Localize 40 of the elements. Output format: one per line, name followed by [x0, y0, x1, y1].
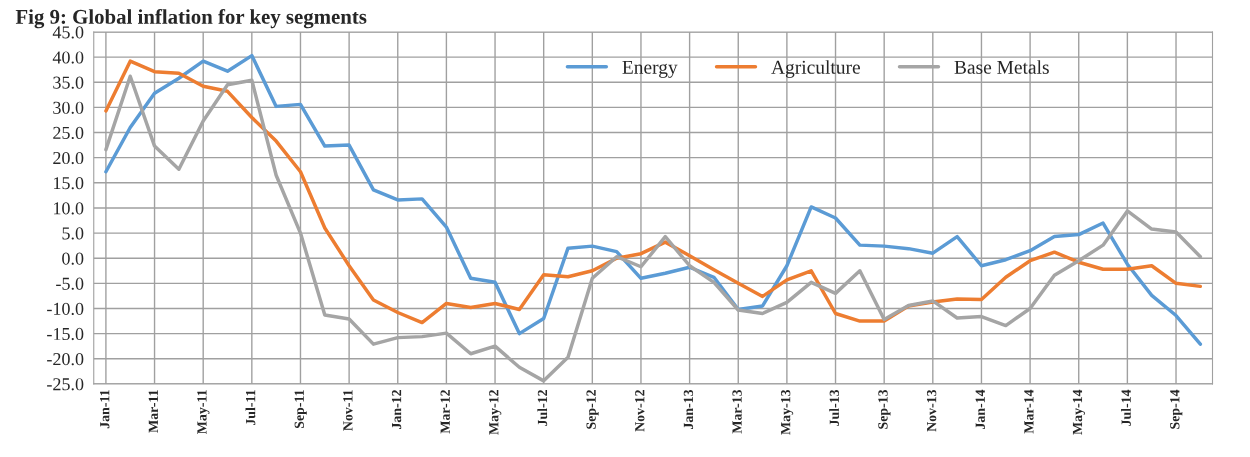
x-tick-label: Jan-13 — [683, 389, 694, 429]
y-tick-label: 40.0 — [52, 51, 84, 64]
y-tick-label: 25.0 — [53, 126, 84, 140]
legend-label: Energy — [622, 60, 678, 78]
y-tick-label: -20.0 — [47, 353, 84, 366]
y-tick-label: -15.0 — [47, 327, 84, 341]
y-tick-label: 15.0 — [54, 177, 84, 190]
x-tick-label: Nov-11 — [343, 390, 353, 431]
x-tick-label: Jul-11 — [245, 390, 256, 426]
y-tick-label: 35.0 — [53, 76, 84, 89]
x-tick-label: May-14 — [1072, 389, 1086, 435]
x-tick-label: Jul-12 — [537, 390, 548, 426]
y-tick-label: 10.0 — [54, 202, 84, 215]
x-tick-label: Mar-12 — [440, 390, 450, 434]
y-tick-label: 30.0 — [53, 101, 84, 114]
y-tick-label: -10.0 — [47, 302, 84, 315]
x-tick-label: Jan-11 — [100, 390, 110, 429]
x-tick-label: Jul-13 — [829, 389, 840, 426]
x-tick-label: Mar-11 — [148, 390, 159, 433]
x-tick-label: Jan-14 — [975, 389, 985, 429]
x-tick-label: Sep-11 — [294, 390, 307, 429]
y-tick-label: 20.0 — [53, 151, 84, 165]
x-tick-label: Mar-14 — [1024, 389, 1034, 434]
y-tick-label: -25.0 — [47, 378, 84, 391]
x-tick-label: May-13 — [780, 389, 794, 435]
x-tick-label: Sep-13 — [878, 389, 891, 429]
y-tick-label: -5.0 — [56, 277, 84, 290]
y-tick-label: 5.0 — [62, 227, 84, 240]
legend-label: Base Metals — [954, 60, 1049, 74]
x-tick-label: Sep-12 — [586, 390, 599, 429]
x-tick-label: Nov-13 — [926, 389, 937, 432]
x-tick-label: Jan-12 — [391, 390, 402, 429]
x-tick-label: May-11 — [197, 390, 210, 434]
y-tick-label: 0.0 — [62, 252, 84, 265]
x-tick-label: Mar-13 — [732, 389, 742, 434]
x-tick-label: May-12 — [489, 390, 502, 435]
x-tick-label: Nov-12 — [635, 390, 645, 432]
x-tick-label: Jul-14 — [1121, 389, 1131, 426]
x-tick-label: Sep-14 — [1170, 389, 1183, 429]
legend-label: Agriculture — [771, 60, 860, 78]
